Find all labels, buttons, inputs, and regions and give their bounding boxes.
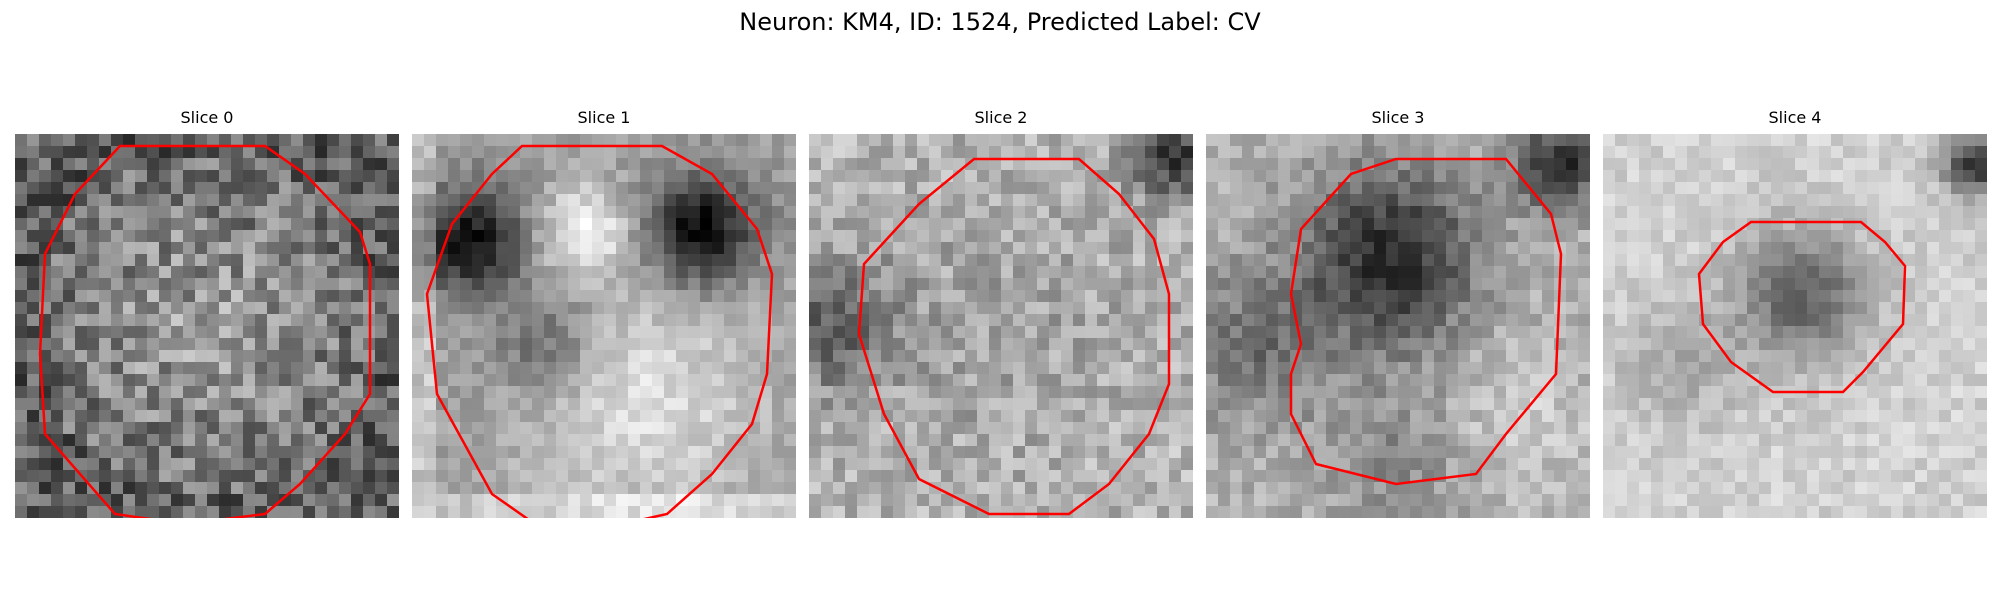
figure-title: Neuron: KM4, ID: 1524, Predicted Label: … (739, 8, 1261, 36)
segmentation-contour (425, 144, 774, 518)
slice-image-2 (809, 134, 1193, 518)
slice-image-1 (412, 134, 796, 518)
slice-title: Slice 0 (180, 108, 234, 127)
slice-title: Slice 3 (1371, 108, 1425, 127)
slice-image-3 (1206, 134, 1590, 518)
slice-image-4 (1603, 134, 1987, 518)
segmentation-contour (38, 144, 372, 518)
segmentation-contour (1289, 157, 1563, 486)
slice-image-0 (15, 134, 399, 518)
segmentation-contour (1697, 220, 1907, 394)
slice-title: Slice 4 (1768, 108, 1822, 127)
slice-title: Slice 2 (974, 108, 1028, 127)
segmentation-contour (857, 157, 1171, 516)
slice-title: Slice 1 (577, 108, 631, 127)
